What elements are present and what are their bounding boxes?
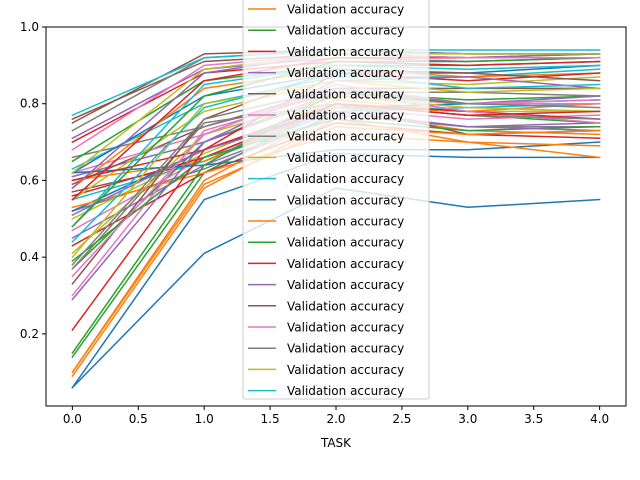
x-tick-label: 3.5 [524, 412, 543, 426]
x-tick-label: 1.5 [261, 412, 280, 426]
legend-label: Validation accuracy [287, 3, 404, 17]
x-axis-label: TASK [320, 436, 352, 450]
x-tick-label: 2.0 [326, 412, 345, 426]
legend-label: Validation accuracy [287, 109, 404, 123]
legend-label: Validation accuracy [287, 299, 404, 313]
legend-label: Validation accuracy [287, 45, 404, 59]
legend-label: Validation accuracy [287, 384, 404, 398]
legend-label: Validation accuracy [287, 24, 404, 38]
legend-label: Validation accuracy [287, 193, 404, 207]
legend-label: Validation accuracy [287, 66, 404, 80]
y-tick-label: 0.8 [20, 97, 39, 111]
y-tick-label: 1.0 [20, 20, 39, 34]
legend-label: Validation accuracy [287, 257, 404, 271]
legend-label: Validation accuracy [287, 236, 404, 250]
x-tick-label: 1.0 [195, 412, 214, 426]
x-tick-label: 0.0 [63, 412, 82, 426]
legend-label: Validation accuracy [287, 342, 404, 356]
x-tick-label: 2.5 [392, 412, 411, 426]
x-axis: 0.0 0.5 1.0 1.5 2.0 2.5 3.0 3.5 4.0 [63, 406, 609, 426]
y-axis: 0.2 0.4 0.6 0.8 1.0 [20, 20, 46, 341]
legend: Validation accuracy Validation accuracy Va… [242, 0, 430, 400]
x-tick-label: 4.0 [590, 412, 609, 426]
legend-label: Validation accuracy [287, 130, 404, 144]
legend-box [242, 0, 430, 400]
legend-label: Validation accuracy [287, 172, 404, 186]
legend-label: Validation accuracy [287, 278, 404, 292]
y-tick-label: 0.2 [20, 327, 39, 341]
legend-items: Validation accuracy Validation accuracy Va… [248, 3, 404, 398]
legend-label: Validation accuracy [287, 215, 404, 229]
legend-label: Validation accuracy [287, 363, 404, 377]
y-tick-label: 0.4 [20, 250, 39, 264]
legend-label: Validation accuracy [287, 87, 404, 101]
y-tick-label: 0.6 [20, 173, 39, 187]
x-tick-label: 3.0 [458, 412, 477, 426]
legend-label: Validation accuracy [287, 321, 404, 335]
x-tick-label: 0.5 [129, 412, 148, 426]
legend-label: Validation accuracy [287, 151, 404, 165]
